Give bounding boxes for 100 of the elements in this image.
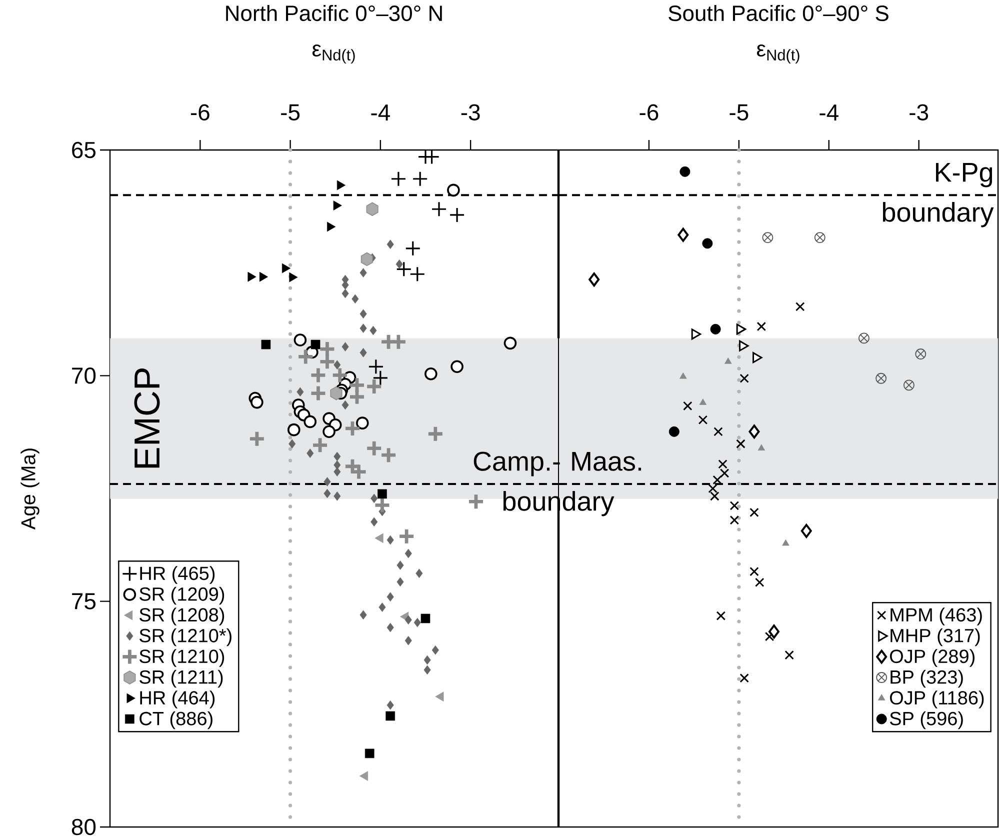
point	[342, 342, 349, 352]
point	[334, 452, 341, 461]
y-tick-label: 70	[72, 367, 96, 384]
point	[296, 348, 314, 366]
point	[758, 444, 766, 450]
x-tick-label: -6	[640, 104, 658, 120]
point	[795, 302, 805, 312]
point	[324, 476, 331, 486]
point	[386, 239, 394, 249]
point	[287, 423, 300, 436]
point	[420, 614, 430, 623]
point	[768, 624, 780, 638]
point	[366, 202, 378, 216]
point	[250, 396, 264, 408]
point	[296, 387, 304, 396]
point	[365, 378, 383, 395]
point	[306, 448, 314, 458]
point	[424, 148, 440, 164]
point	[282, 263, 291, 273]
point	[352, 294, 359, 304]
point	[720, 468, 730, 478]
point	[432, 645, 439, 655]
point	[698, 415, 708, 424]
point	[330, 386, 342, 400]
point	[730, 515, 740, 525]
point	[784, 650, 794, 660]
legend-label: BP (323)	[890, 670, 963, 688]
point	[331, 366, 349, 384]
chart-title: South Pacific 0°–90° S	[668, 4, 888, 21]
point	[404, 548, 412, 558]
point	[248, 430, 266, 448]
point	[504, 336, 517, 350]
point	[378, 489, 387, 498]
x-tick-label: -4	[820, 104, 838, 120]
point	[699, 398, 707, 405]
point	[450, 360, 464, 373]
legend-label: MPM (463)	[890, 607, 982, 626]
point	[410, 266, 426, 282]
y-tick-label: 75	[72, 593, 96, 610]
point	[396, 560, 404, 570]
legend-label: OJP (1186)	[890, 690, 984, 708]
point	[386, 535, 394, 544]
point	[342, 288, 349, 298]
point	[294, 333, 307, 346]
point	[716, 610, 726, 620]
point	[756, 322, 766, 331]
point	[739, 340, 749, 352]
point	[378, 602, 386, 612]
point	[876, 372, 887, 384]
point	[310, 340, 320, 349]
point	[318, 352, 336, 370]
point	[710, 324, 721, 334]
point	[424, 665, 431, 674]
point	[404, 636, 412, 646]
legend-label: OJP (289)	[890, 648, 974, 667]
point	[360, 323, 367, 333]
point	[668, 426, 680, 437]
point	[412, 170, 428, 186]
x-tick-label: -4	[371, 104, 390, 120]
legend-label: HR (464)	[140, 690, 215, 708]
legend-label: SR (1211)	[140, 670, 223, 688]
point	[360, 610, 367, 620]
legend-label: HR (465)	[140, 566, 215, 584]
point	[324, 488, 331, 498]
point	[289, 272, 298, 282]
point	[370, 517, 378, 526]
point	[740, 673, 749, 682]
point	[288, 438, 296, 448]
point	[374, 533, 384, 543]
ref-line-label: K-Pg boundary	[882, 162, 994, 228]
point	[390, 332, 408, 350]
point	[752, 352, 762, 363]
point	[814, 232, 826, 243]
point	[435, 691, 444, 702]
point	[915, 348, 926, 360]
point	[390, 170, 406, 186]
point	[322, 425, 336, 438]
point	[416, 568, 423, 578]
point	[858, 332, 870, 344]
x-axis-title: ε$_{Nd(t)}$	[756, 44, 800, 64]
point	[336, 180, 346, 190]
point	[748, 424, 760, 438]
point	[691, 328, 702, 340]
point	[424, 655, 431, 664]
point	[334, 491, 341, 501]
point	[782, 539, 790, 546]
point	[904, 379, 914, 390]
point	[414, 618, 421, 627]
point	[370, 494, 378, 503]
point	[304, 415, 317, 428]
point	[360, 308, 367, 318]
point	[800, 524, 812, 538]
point	[380, 446, 398, 464]
y-axis-title: Age (Ma)	[20, 448, 40, 530]
point	[712, 475, 722, 484]
point	[334, 466, 341, 476]
point	[736, 323, 746, 334]
point	[750, 566, 759, 576]
legend-label: SR (1210*)	[140, 628, 232, 646]
y-tick-label: 80	[72, 818, 96, 835]
